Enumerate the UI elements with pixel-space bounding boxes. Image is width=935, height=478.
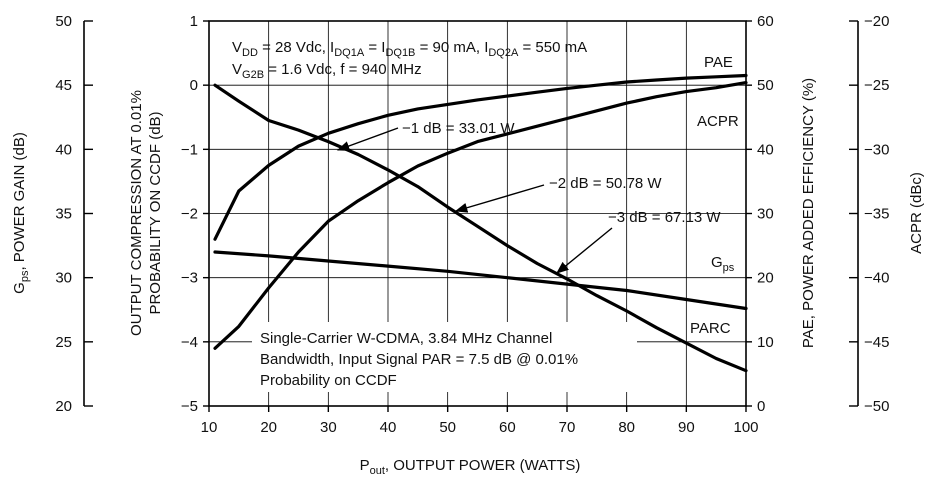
conditions-line1: VDD = 28 Vdc, IDQ1A = IDQ1B = 90 mA, IDQ… — [232, 39, 587, 59]
acpr-tick-label: −45 — [864, 334, 889, 351]
signal-note-line: Bandwidth, Input Signal PAR = 7.5 dB @ 0… — [260, 351, 578, 368]
x-tick-label: 90 — [678, 419, 695, 436]
series-pae-line — [213, 73, 748, 241]
compression-tick-label: −2 — [181, 206, 198, 223]
efficiency-tick-label: 40 — [757, 141, 774, 158]
compression-tick-label: −1 — [181, 141, 198, 158]
gain-axis-label: Gps, POWER GAIN (dB) — [11, 132, 31, 294]
compression-annotation-label: −1 dB = 33.01 W — [402, 120, 515, 137]
acpr-tick-label: −25 — [864, 77, 889, 94]
axes: 10 20 30 40 50 60 70 80 90 100−5−4−3−2−1010102030… — [55, 13, 889, 436]
efficiency-tick-label: 10 — [757, 334, 774, 351]
acpr-axis-label: ACPR (dBc) — [908, 172, 925, 254]
efficiency-tick-label: 60 — [757, 13, 774, 30]
compression-tick-label: −5 — [181, 398, 198, 415]
compression-tick-label: 1 — [190, 13, 198, 30]
series-label-acpr: ACPR — [697, 113, 739, 130]
efficiency-axis-label: PAE, POWER ADDED EFFICIENCY (%) — [800, 78, 817, 348]
data-series — [213, 73, 748, 373]
annotations: PAE ACPR Gps PARC VDD = 28 Vdc, IDQ1A = IDQ1… — [232, 39, 739, 392]
series-parc-line — [213, 83, 748, 373]
compression-annotation-arrow — [454, 184, 545, 213]
gain-tick-label: 35 — [55, 206, 72, 223]
gain-tick-label: 40 — [55, 141, 72, 158]
compression-annotation-label: −2 dB = 50.78 W — [549, 175, 662, 192]
gain-tick-label: 25 — [55, 334, 72, 351]
signal-note-background — [252, 322, 637, 392]
gain-tick-label: 30 — [55, 270, 72, 287]
acpr-tick-label: −35 — [864, 206, 889, 223]
acpr-tick-label: −30 — [864, 141, 889, 158]
gain-tick-label: 20 — [55, 398, 72, 415]
acpr-tick-label: −40 — [864, 270, 889, 287]
compression-tick-label: 0 — [190, 77, 198, 94]
gain-tick-label: 50 — [55, 13, 72, 30]
x-tick-label: 40 — [380, 419, 397, 436]
efficiency-tick-label: 20 — [757, 270, 774, 287]
x-tick-label: 20 — [260, 419, 277, 436]
conditions-line2: VG2B = 1.6 Vdc, f = 940 MHz — [232, 61, 422, 81]
compression-axis-label-line2: PROBABILITY ON CCDF (dB) — [147, 111, 164, 314]
compression-axis-label-line1: OUTPUT COMPRESSION AT 0.01% — [128, 90, 145, 336]
series-label-parc: PARC — [690, 320, 731, 337]
compression-annotation-arrow — [556, 227, 613, 274]
x-axis-label: Pout, OUTPUT POWER (WATTS) — [360, 457, 581, 477]
compression-annotation-label: −3 dB = 67.13 W — [608, 209, 721, 226]
x-tick-label: 70 — [559, 419, 576, 436]
acpr-tick-label: −50 — [864, 398, 889, 415]
efficiency-tick-label: 0 — [757, 398, 765, 415]
compression-tick-label: −4 — [181, 334, 198, 351]
x-tick-label: 10 — [201, 419, 218, 436]
signal-note-line: Single-Carrier W-CDMA, 3.84 MHz Channel — [260, 330, 552, 347]
gain-tick-label: 45 — [55, 77, 72, 94]
series-label-pae: PAE — [704, 54, 733, 71]
x-tick-label: 30 — [320, 419, 337, 436]
compression-tick-label: −3 — [181, 270, 198, 287]
x-tick-label: 100 — [733, 419, 758, 436]
x-tick-label: 50 — [439, 419, 456, 436]
x-tick-label: 80 — [618, 419, 635, 436]
series-acpr-line — [213, 80, 748, 350]
axis-labels: Pout, OUTPUT POWER (WATTS) Gps, POWER GAI… — [11, 78, 925, 477]
signal-note-line: Probability on CCDF — [260, 372, 397, 389]
compression-annotation-arrow — [336, 127, 399, 151]
x-tick-label: 60 — [499, 419, 516, 436]
series-gps-line — [213, 250, 748, 311]
series-label-gps: Gps — [711, 254, 735, 274]
efficiency-tick-label: 50 — [757, 77, 774, 94]
acpr-tick-label: −20 — [864, 13, 889, 30]
efficiency-tick-label: 30 — [757, 206, 774, 223]
